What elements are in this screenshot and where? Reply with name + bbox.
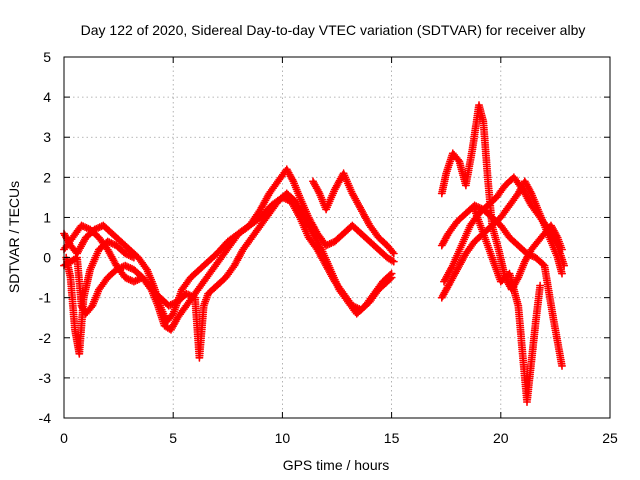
y-tick-label: 4 — [43, 89, 51, 105]
series-track-i — [470, 205, 545, 406]
y-tick-labels: -4 -3 -2 -1 0 1 2 3 4 5 — [39, 49, 52, 426]
y-tick-label: 5 — [43, 49, 51, 65]
x-tick-label: 0 — [60, 430, 68, 446]
x-tick-label: 15 — [384, 430, 400, 446]
plot-frame — [63, 56, 611, 419]
chart-title: Day 122 of 2020, Sidereal Day-to-day VTE… — [81, 22, 586, 38]
y-tick-label: -2 — [39, 330, 52, 346]
y-axis-label: SDTVAR / TECUs — [6, 181, 22, 293]
series-track-h — [437, 201, 566, 370]
y-tick-label: 2 — [43, 169, 51, 185]
y-tick-label: -3 — [39, 370, 52, 386]
x-tick-label: 5 — [169, 430, 177, 446]
y-tick-label: 3 — [43, 129, 51, 145]
series-track-e — [309, 169, 398, 258]
series-track-c — [60, 189, 396, 362]
y-tick-label: 0 — [43, 250, 51, 266]
x-tick-labels: 0 5 10 15 20 25 — [60, 430, 618, 446]
series-layer — [60, 101, 569, 406]
y-tick-label: -1 — [39, 290, 52, 306]
series-track-b — [60, 193, 396, 334]
y-tick-label: 1 — [43, 209, 51, 225]
x-axis-label: GPS time / hours — [283, 457, 390, 473]
x-tick-label: 20 — [493, 430, 509, 446]
x-tick-label: 25 — [602, 430, 618, 446]
y-tick-label: -4 — [39, 410, 52, 426]
x-tick-label: 10 — [275, 430, 291, 446]
series-track-f — [437, 101, 566, 294]
axis-ticks — [63, 56, 611, 419]
series-track-j — [440, 173, 569, 286]
